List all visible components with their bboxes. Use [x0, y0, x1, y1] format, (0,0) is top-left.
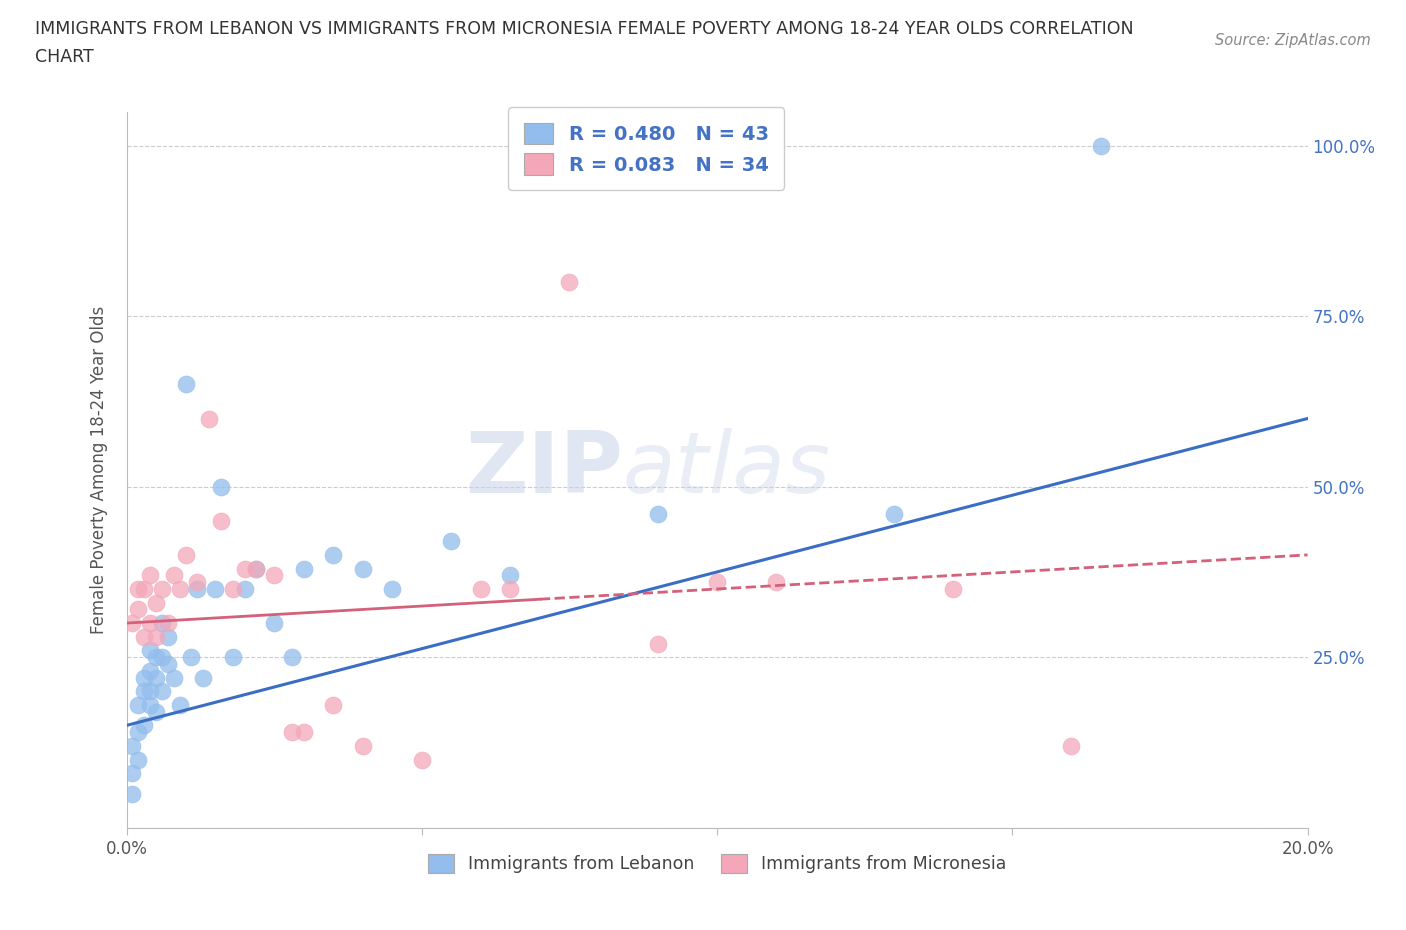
Point [765, 575, 787, 590]
Text: atlas: atlas [623, 428, 831, 512]
Point [150, 581, 173, 596]
Point [209, 513, 232, 528]
Point [381, 581, 404, 596]
Point [156, 616, 179, 631]
Point [134, 671, 156, 685]
Point [245, 561, 267, 576]
Point [134, 581, 156, 596]
Point [139, 616, 162, 631]
Point [169, 581, 191, 596]
Point [134, 718, 156, 733]
Point [263, 568, 285, 583]
Point [121, 738, 143, 753]
Point [1090, 139, 1112, 153]
Point [121, 765, 143, 780]
Point [883, 507, 905, 522]
Point [222, 581, 245, 596]
Point [281, 650, 304, 665]
Point [150, 684, 173, 698]
Point [174, 548, 197, 563]
Point [150, 650, 173, 665]
Point [245, 561, 267, 576]
Point [292, 561, 315, 576]
Point [263, 616, 285, 631]
Point [163, 671, 186, 685]
Point [281, 724, 304, 739]
Point [127, 752, 149, 767]
Point [134, 684, 156, 698]
Point [352, 738, 374, 753]
Point [145, 630, 167, 644]
Point [180, 650, 202, 665]
Point [470, 581, 492, 596]
Point [209, 479, 232, 494]
Point [121, 616, 143, 631]
Point [139, 643, 162, 658]
Point [186, 575, 208, 590]
Point [145, 650, 167, 665]
Point [647, 507, 669, 522]
Point [440, 534, 463, 549]
Point [198, 411, 221, 426]
Point [150, 616, 173, 631]
Text: CHART: CHART [35, 48, 94, 66]
Point [156, 630, 179, 644]
Point [145, 704, 167, 719]
Point [127, 698, 149, 712]
Point [127, 602, 149, 617]
Point [139, 698, 162, 712]
Legend: Immigrants from Lebanon, Immigrants from Micronesia: Immigrants from Lebanon, Immigrants from… [422, 846, 1012, 880]
Point [139, 663, 162, 678]
Point [706, 575, 728, 590]
Point [411, 752, 433, 767]
Point [352, 561, 374, 576]
Point [499, 581, 522, 596]
Point [942, 581, 965, 596]
Point [1060, 738, 1083, 753]
Point [233, 561, 256, 576]
Point [156, 657, 179, 671]
Point [558, 274, 581, 289]
Point [204, 581, 226, 596]
Point [322, 698, 344, 712]
Text: ZIP: ZIP [465, 428, 623, 512]
Point [292, 724, 315, 739]
Point [174, 377, 197, 392]
Y-axis label: Female Poverty Among 18-24 Year Olds: Female Poverty Among 18-24 Year Olds [90, 306, 108, 633]
Point [145, 671, 167, 685]
Point [647, 636, 669, 651]
Point [127, 724, 149, 739]
Point [145, 595, 167, 610]
Text: IMMIGRANTS FROM LEBANON VS IMMIGRANTS FROM MICRONESIA FEMALE POVERTY AMONG 18-24: IMMIGRANTS FROM LEBANON VS IMMIGRANTS FR… [35, 20, 1133, 38]
Point [139, 568, 162, 583]
Point [186, 581, 208, 596]
Point [139, 684, 162, 698]
Point [193, 671, 215, 685]
Point [134, 630, 156, 644]
Point [169, 698, 191, 712]
Point [222, 650, 245, 665]
Point [121, 786, 143, 801]
Point [233, 581, 256, 596]
Point [127, 581, 149, 596]
Text: Source: ZipAtlas.com: Source: ZipAtlas.com [1215, 33, 1371, 47]
Point [322, 548, 344, 563]
Point [499, 568, 522, 583]
Point [163, 568, 186, 583]
